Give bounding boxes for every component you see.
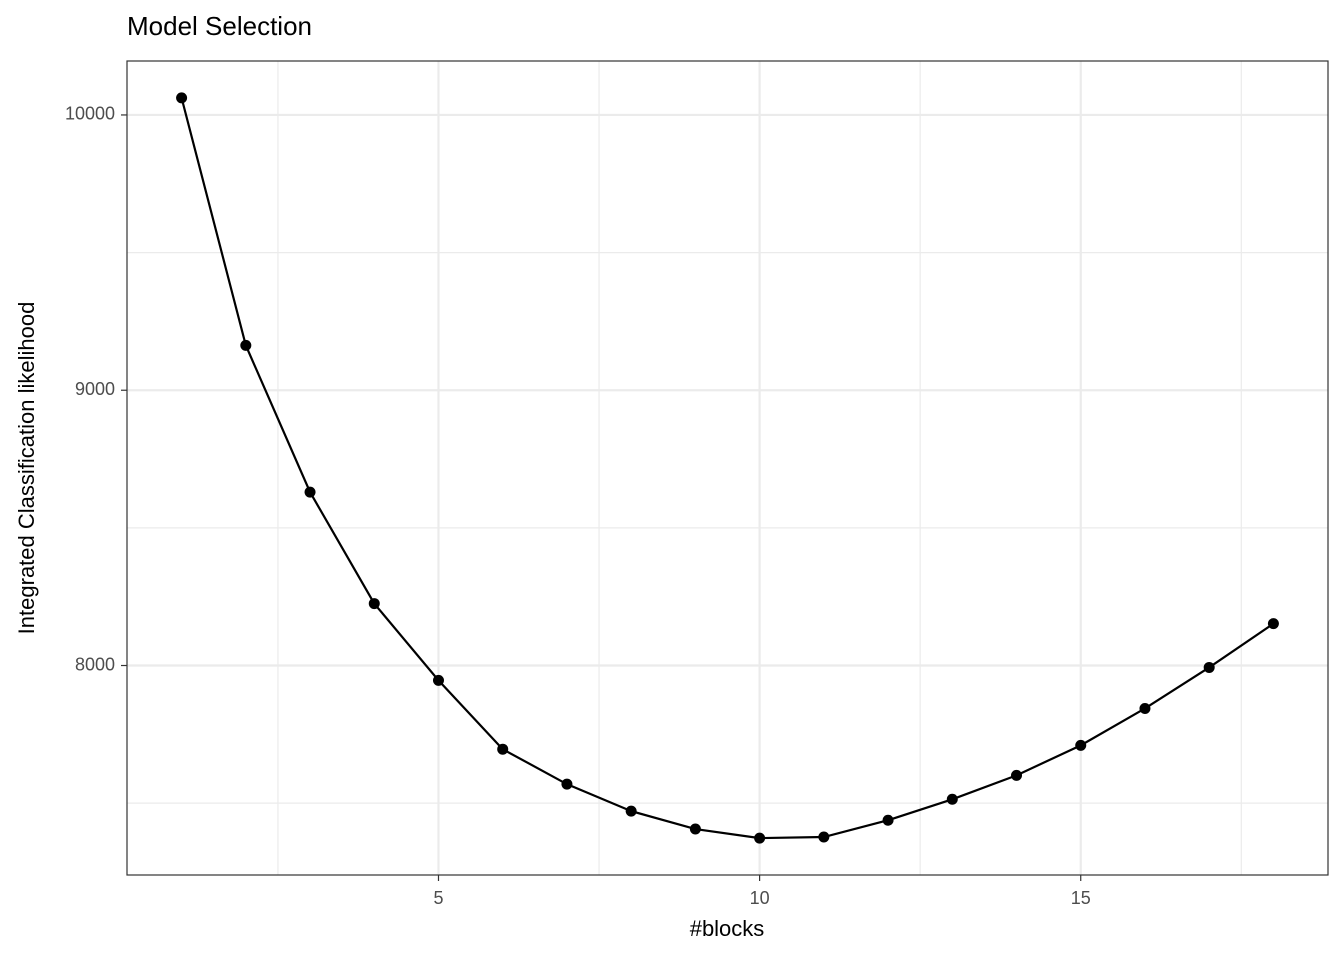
point xyxy=(240,339,252,351)
point xyxy=(1203,661,1215,673)
point xyxy=(561,778,573,790)
y-tick-label: 8000 xyxy=(75,654,115,674)
point xyxy=(1267,618,1279,630)
point xyxy=(882,814,894,826)
point xyxy=(176,92,188,104)
point xyxy=(1011,769,1023,781)
y-axis-title: Integrated Classification likelihood xyxy=(14,302,39,635)
point xyxy=(946,793,958,805)
point xyxy=(1139,702,1151,714)
x-tick-label: 15 xyxy=(1071,888,1091,908)
y-tick-label: 9000 xyxy=(75,379,115,399)
plot-border xyxy=(126,60,1329,876)
point xyxy=(625,805,637,817)
x-axis-title: #blocks xyxy=(690,916,765,941)
x-tick-label: 10 xyxy=(750,888,770,908)
point xyxy=(754,832,766,844)
point xyxy=(689,823,701,835)
point xyxy=(818,831,830,843)
x-tick-label: 5 xyxy=(433,888,443,908)
point xyxy=(432,674,444,686)
point xyxy=(1075,739,1087,751)
point xyxy=(497,743,509,755)
point xyxy=(368,598,380,610)
chart-title: Model Selection xyxy=(127,11,312,41)
line xyxy=(180,97,1275,840)
point xyxy=(304,486,316,498)
grid xyxy=(127,61,1328,875)
y-tick-label: 10000 xyxy=(65,104,115,124)
